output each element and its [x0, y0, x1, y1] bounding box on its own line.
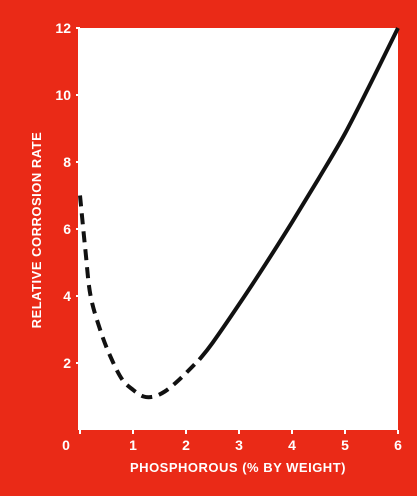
data-lines — [78, 27, 400, 400]
x-tick-label: 3 — [235, 437, 243, 453]
x-tick-label: 4 — [288, 437, 296, 453]
plot-area — [78, 28, 398, 430]
x-tick-label: 5 — [341, 437, 349, 453]
y-tick-label: 4 — [63, 288, 71, 304]
x-axis-ticks: 0 1 2 3 4 5 6 — [62, 430, 402, 453]
x-tick-label: 1 — [129, 437, 137, 453]
series-line-solid — [197, 27, 400, 361]
y-axis-ticks: 2 4 6 8 10 12 — [55, 20, 80, 371]
y-tick-label: 2 — [63, 355, 71, 371]
y-tick-label: 10 — [55, 87, 71, 103]
x-tick-label: 6 — [394, 437, 402, 453]
series-line-dashed — [78, 195, 201, 400]
y-tick-label: 6 — [63, 221, 71, 237]
y-tick-label: 8 — [63, 154, 71, 170]
x-tick-label: 0 — [62, 437, 70, 453]
y-tick-label: 12 — [55, 20, 71, 36]
x-axis-title: PHOSPHOROUS (% BY WEIGHT) — [130, 460, 346, 475]
x-tick-label: 2 — [182, 437, 190, 453]
y-axis-title: RELATIVE CORROSION RATE — [29, 132, 44, 329]
